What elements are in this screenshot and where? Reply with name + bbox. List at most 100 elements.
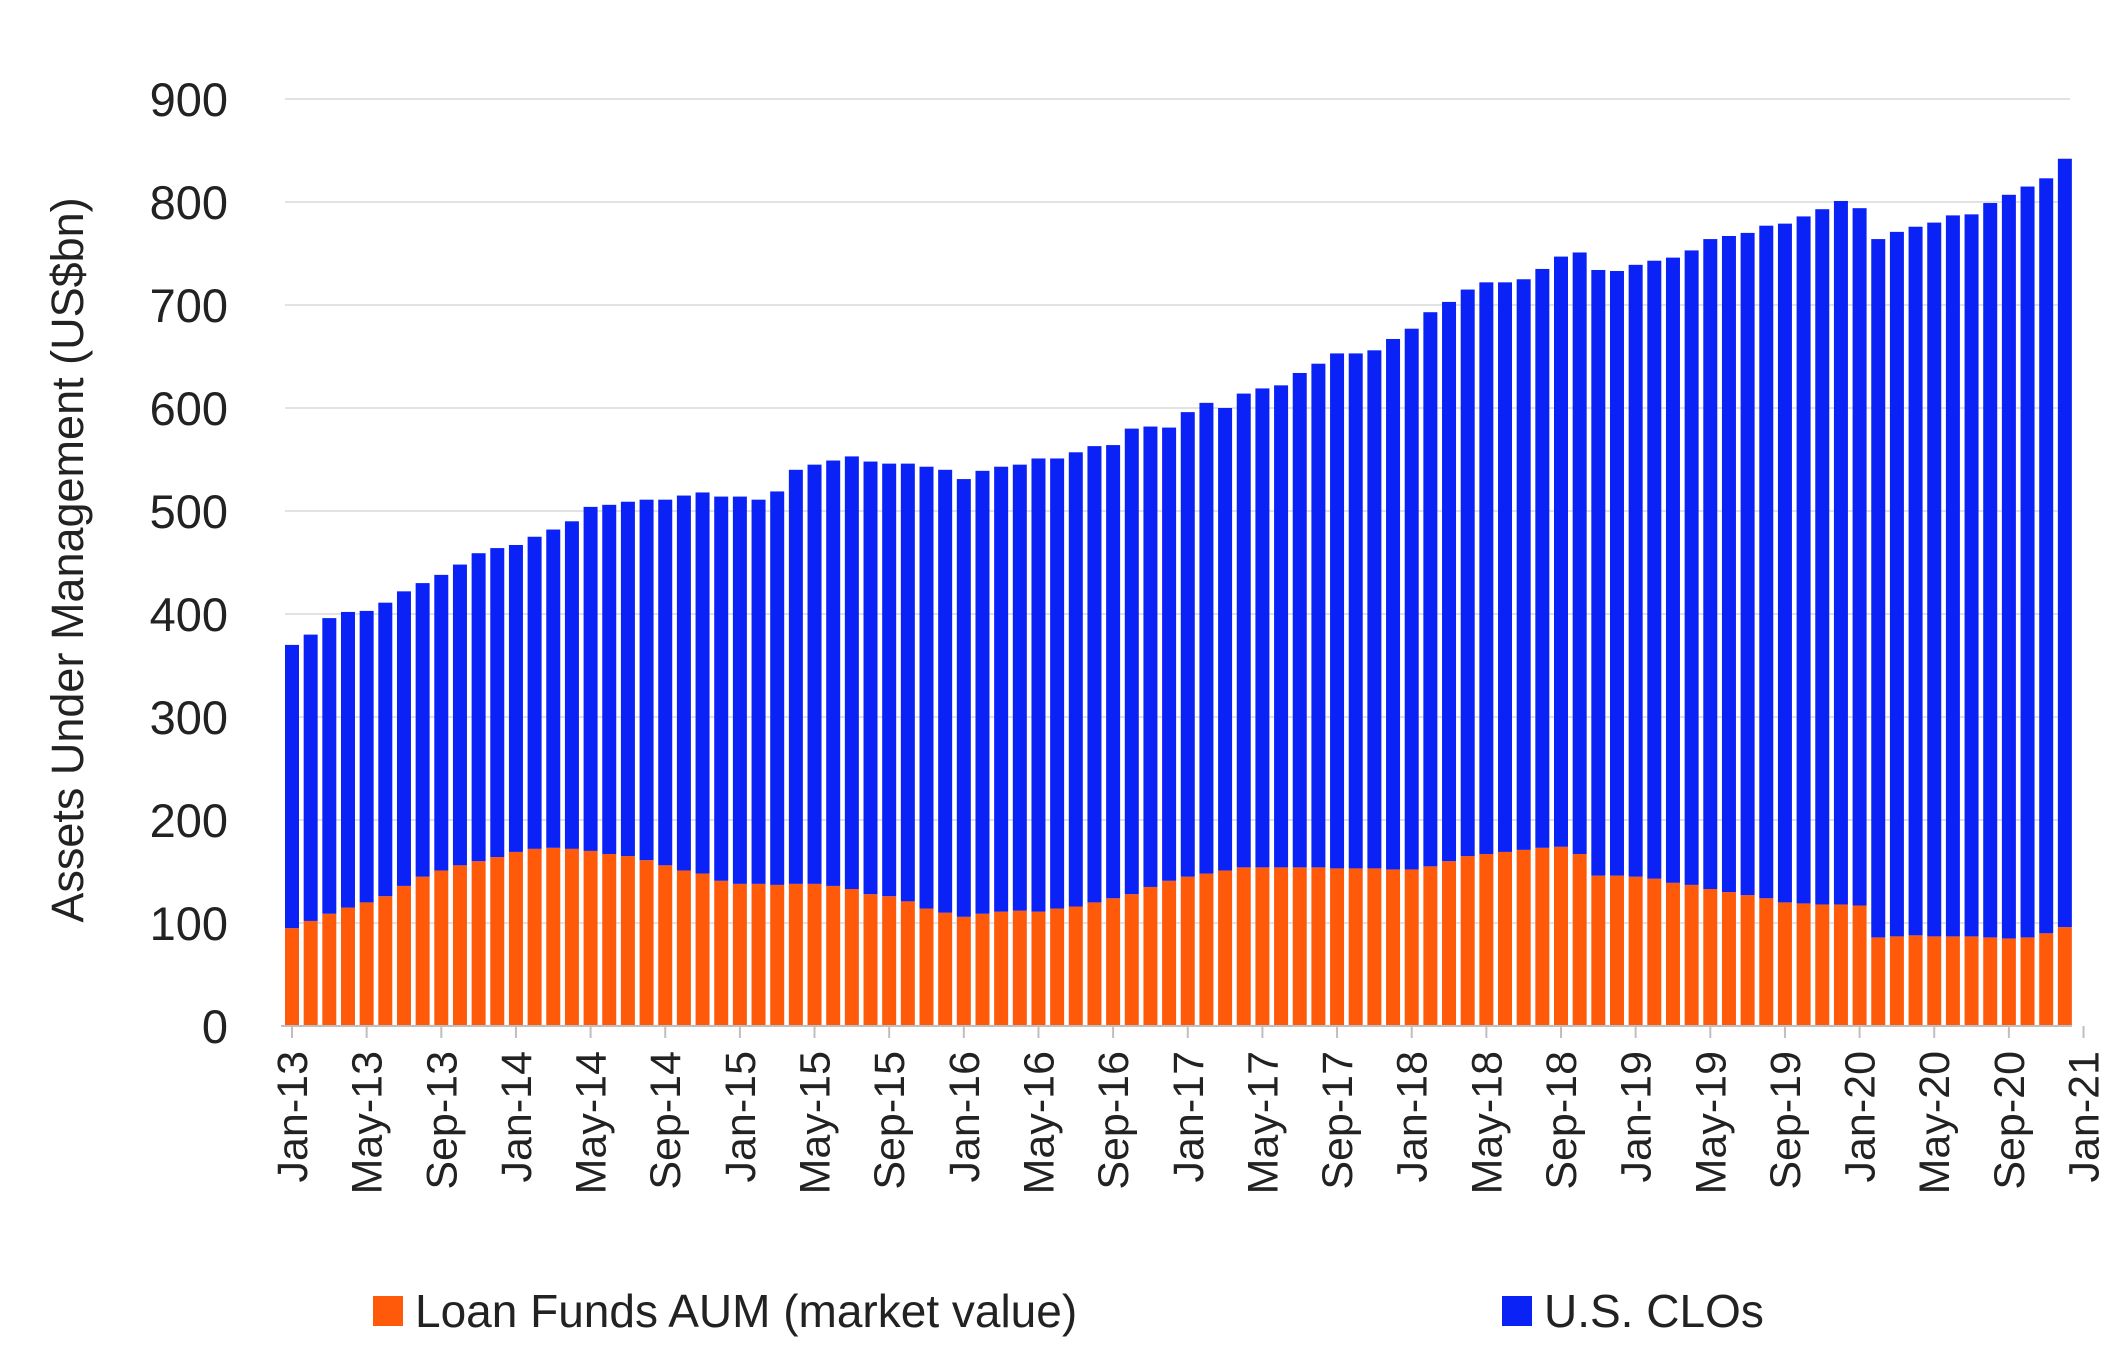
bar-us-clos — [1665, 257, 1680, 883]
bar-loan-funds — [1516, 849, 1531, 1026]
bar-us-clos — [1274, 385, 1289, 868]
bar-loan-funds — [751, 883, 766, 1026]
bar-loan-funds — [396, 885, 411, 1026]
bar-us-clos — [1255, 388, 1270, 868]
bar-loan-funds — [359, 902, 374, 1026]
bar-loan-funds — [1703, 889, 1718, 1026]
bar-us-clos — [1460, 289, 1475, 857]
bar-us-clos — [788, 469, 803, 884]
bar-loan-funds — [1106, 898, 1121, 1026]
bar-us-clos — [322, 618, 337, 914]
bar-loan-funds — [1535, 847, 1550, 1026]
bar-us-clos — [1535, 268, 1550, 848]
legend-us-clos-swatch — [1502, 1296, 1532, 1326]
bar-loan-funds — [956, 916, 971, 1026]
bar-us-clos — [1498, 282, 1513, 852]
bar-us-clos — [359, 610, 374, 903]
bar-us-clos — [434, 574, 449, 871]
bar-us-clos — [1889, 231, 1904, 937]
bar-loan-funds — [1124, 894, 1139, 1026]
y-tick-label: 600 — [150, 382, 228, 435]
bar-us-clos — [415, 583, 430, 877]
bar-loan-funds — [1852, 905, 1867, 1026]
bar-loan-funds — [844, 889, 859, 1026]
x-tick-label: Jan-17 — [1165, 1051, 1213, 1182]
x-tick-label: Sep-19 — [1762, 1051, 1810, 1190]
x-tick-label: Jan-13 — [269, 1051, 317, 1182]
x-tick-label: May-14 — [568, 1051, 616, 1194]
bar-loan-funds — [1796, 903, 1811, 1026]
bar-us-clos — [975, 470, 990, 914]
y-tick-label: 0 — [202, 1000, 228, 1053]
x-tick-label: Sep-13 — [418, 1051, 466, 1190]
bar-loan-funds — [938, 912, 953, 1026]
bar-us-clos — [1180, 412, 1195, 877]
x-tick-label: May-18 — [1463, 1051, 1511, 1194]
bar-loan-funds — [1554, 846, 1568, 1026]
bar-us-clos — [1218, 408, 1233, 871]
bar-us-clos — [471, 553, 486, 862]
bar-loan-funds — [1255, 867, 1270, 1026]
bar-loan-funds — [303, 920, 318, 1026]
bar-us-clos — [1759, 225, 1774, 899]
gridlines — [285, 98, 2070, 924]
bar-us-clos — [2057, 158, 2072, 928]
bar-us-clos — [1647, 260, 1662, 879]
x-tick-label: Sep-16 — [1090, 1051, 1138, 1190]
x-tick-label: Jan-15 — [717, 1051, 765, 1182]
y-tick-label: 100 — [150, 897, 228, 950]
bar-us-clos — [396, 591, 411, 886]
bar-loan-funds — [1591, 875, 1606, 1026]
bar-loan-funds — [285, 928, 299, 1026]
bar-us-clos — [564, 521, 579, 849]
bar-us-clos — [1852, 208, 1867, 906]
bar-us-clos — [1777, 223, 1792, 903]
x-tick-label: May-16 — [1015, 1051, 1063, 1194]
x-tick-label: May-17 — [1239, 1051, 1287, 1194]
bar-loan-funds — [994, 911, 1009, 1026]
bar-loan-funds — [732, 883, 747, 1026]
bar-loan-funds — [1218, 870, 1233, 1026]
bar-loan-funds — [826, 885, 841, 1026]
bar-loan-funds — [1404, 869, 1419, 1026]
x-tick-label: May-13 — [344, 1051, 392, 1194]
x-tick-label: Jan-14 — [493, 1051, 541, 1182]
y-tick-label: 800 — [150, 176, 228, 229]
bar-loan-funds — [508, 851, 523, 1026]
bar-us-clos — [1628, 264, 1643, 877]
bar-us-clos — [620, 501, 635, 857]
bar-us-clos — [602, 504, 617, 854]
bar-loan-funds — [1684, 884, 1699, 1026]
bar-loan-funds — [714, 880, 729, 1026]
bar-us-clos — [770, 491, 785, 885]
bar-loan-funds — [583, 850, 598, 1026]
bar-loan-funds — [1087, 902, 1102, 1026]
bar-us-clos — [1386, 338, 1401, 870]
bar-loan-funds — [695, 873, 710, 1026]
bar-us-clos — [1423, 312, 1438, 867]
bar-us-clos — [1236, 393, 1251, 868]
bar-loan-funds — [1479, 853, 1494, 1026]
bar-loan-funds — [1609, 875, 1624, 1026]
bar-us-clos — [863, 461, 878, 895]
bar-us-clos — [1721, 235, 1736, 893]
bar-loan-funds — [1759, 898, 1774, 1026]
bar-us-clos — [2039, 178, 2054, 934]
bar-us-clos — [732, 496, 747, 884]
bar-loan-funds — [1964, 936, 1979, 1026]
y-tick-label: 400 — [150, 588, 228, 641]
bar-loan-funds — [882, 896, 897, 1026]
bar-us-clos — [1684, 250, 1699, 885]
bar-loan-funds — [1572, 853, 1587, 1026]
bar-loan-funds — [1031, 911, 1046, 1026]
bar-us-clos — [900, 463, 915, 902]
bar-us-clos — [1106, 445, 1121, 899]
bar-loan-funds — [1311, 867, 1326, 1026]
bar-us-clos — [583, 506, 598, 851]
bar-loan-funds — [1442, 861, 1457, 1026]
bar-us-clos — [714, 496, 729, 881]
bar-loan-funds — [1162, 880, 1177, 1026]
bar-us-clos — [1554, 256, 1568, 847]
legend-us-clos-label: U.S. CLOs — [1544, 1285, 1764, 1337]
